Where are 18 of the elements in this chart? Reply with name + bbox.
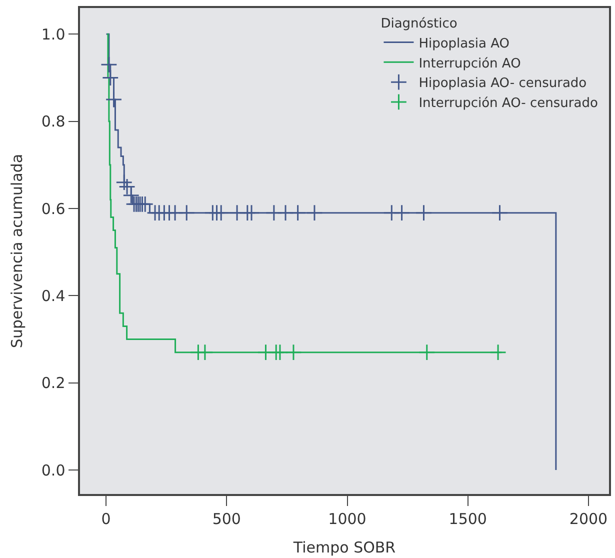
x-axis-title: Tiempo SOBR xyxy=(292,538,396,556)
x-tick-label: 500 xyxy=(212,510,241,528)
y-tick-label: 0.6 xyxy=(41,200,66,218)
y-tick-label: 1.0 xyxy=(41,25,66,44)
y-tick-label: 0.2 xyxy=(41,374,66,392)
x-tick-label: 1000 xyxy=(328,510,366,528)
y-tick-label: 0.8 xyxy=(41,112,66,131)
legend-label: Interrupción AO xyxy=(418,56,521,72)
legend-title: Diagnóstico xyxy=(380,16,458,32)
x-tick-label: 0 xyxy=(101,510,111,528)
y-axis-title: Supervivencia acumulada xyxy=(8,154,26,348)
y-tick-label: 0.4 xyxy=(41,286,66,305)
legend-label: Interrupción AO- censurado xyxy=(418,96,598,112)
legend-label: Hipoplasia AO xyxy=(418,36,510,52)
x-tick-label: 1500 xyxy=(448,510,487,528)
x-tick-label: 2000 xyxy=(569,510,608,528)
y-tick-label: 0.0 xyxy=(41,461,66,480)
legend-label: Hipoplasia AO- censurado xyxy=(418,76,587,92)
